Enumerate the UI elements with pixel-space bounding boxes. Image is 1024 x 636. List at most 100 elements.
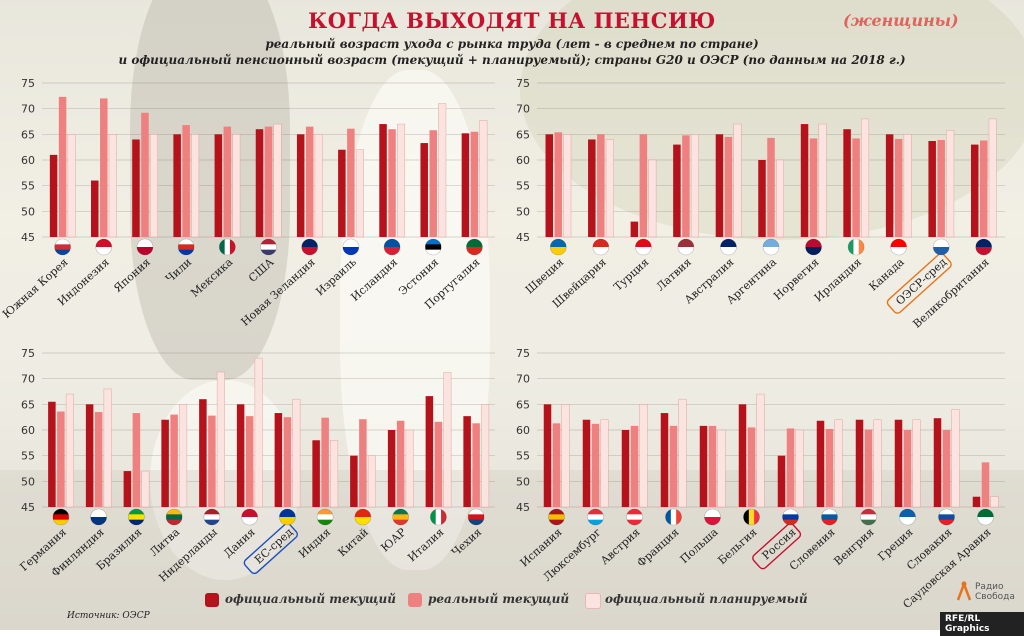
turkey-flag-stripe: [635, 239, 652, 248]
sweden-flag-stripe: [550, 247, 567, 255]
sweden-flag: [549, 238, 567, 256]
denmark-flag-border: [241, 508, 258, 526]
germany-flag-fill: [52, 509, 69, 525]
bar-official-current: [855, 419, 864, 507]
bar-official-planned: [861, 118, 870, 238]
netherlands-flag: [203, 508, 221, 526]
y-tick-label: 55: [21, 180, 35, 193]
bar-official-planned: [397, 123, 406, 238]
spain-flag-fill: [548, 509, 565, 525]
portugal-flag-stripe: [466, 247, 483, 255]
y-tick-label: 75: [516, 347, 530, 360]
denmark-flag: [241, 508, 258, 526]
source-note: Источник: ОЭСР: [67, 611, 150, 621]
hungary-flag-stripe: [860, 514, 877, 521]
bar-real-current: [747, 427, 756, 507]
germany-flag-stripe: [52, 514, 69, 521]
y-tick-label: 75: [21, 347, 35, 360]
new-zealand-flag-border: [301, 238, 318, 256]
indonesia-flag-fill: [95, 239, 112, 255]
bar-official-planned: [273, 123, 282, 238]
new-zealand-flag-fill: [301, 239, 318, 255]
australia-flag-stripe: [720, 239, 737, 248]
bar-official-planned: [191, 134, 200, 238]
czech-flag: [467, 508, 485, 526]
bar-official-planned: [648, 159, 657, 238]
legend-swatch-official-planned: [585, 593, 601, 609]
lithuania-flag-border: [165, 508, 183, 526]
bar-official-current: [274, 413, 283, 507]
usa-flag-stripe: [260, 249, 277, 255]
chile-flag-border: [177, 238, 195, 256]
category-label: Китай: [336, 526, 371, 560]
legend-label-official-current: официальный текущий: [225, 592, 396, 606]
slovenia-flag-stripe: [821, 509, 838, 515]
bar-official-current: [777, 455, 786, 507]
bar-real-current: [434, 421, 443, 507]
bar-official-current: [588, 139, 596, 237]
bar-official-planned: [479, 120, 488, 238]
italy-flag-stripe: [435, 509, 442, 525]
russia-flag: [782, 508, 799, 526]
china-flag-stripe: [354, 509, 371, 518]
austria-flag-stripe: [626, 509, 643, 515]
czech-flag-border: [467, 508, 485, 526]
bar-real-current: [347, 128, 355, 237]
netherlands-flag-border: [203, 508, 221, 526]
israel-flag-stripe: [342, 239, 359, 248]
luxembourg-flag: [587, 508, 604, 526]
oecd-emblem-stripe: [933, 239, 950, 248]
estonia-flag-stripe: [425, 239, 442, 245]
bar-real-current: [630, 425, 639, 507]
israel-flag-stripe: [342, 247, 359, 255]
bar-real-current: [639, 134, 648, 237]
argentina-flag-border: [762, 238, 780, 256]
poland-flag-stripe: [704, 509, 721, 518]
norway-flag-stripe: [805, 239, 822, 248]
greece-flag: [899, 508, 916, 526]
y-tick-label: 55: [516, 180, 530, 193]
portugal-flag-stripe: [466, 239, 483, 248]
highlight-box: [243, 523, 299, 575]
argentina-flag-fill: [763, 239, 779, 255]
austria-flag-stripe: [626, 519, 643, 525]
france-flag-stripe: [676, 509, 682, 525]
ireland-flag: [847, 238, 865, 256]
indonesia-flag-stripe: [95, 239, 112, 248]
y-tick-label: 75: [21, 77, 35, 90]
argentina-flag-stripe: [763, 247, 779, 255]
slovakia-flag-stripe: [938, 509, 955, 515]
subtitle-line-1: реальный возраст ухода с рынка труда (ле…: [265, 37, 759, 51]
lithuania-flag: [165, 508, 183, 526]
oecd-emblem-stripe: [933, 247, 950, 255]
ireland-flag-stripe: [858, 239, 865, 255]
saudi-arabia-flag-fill: [977, 509, 994, 525]
bar-real-current: [470, 131, 479, 237]
title-note: (женщины): [843, 11, 959, 30]
italy-flag: [430, 508, 447, 526]
bar-real-current: [359, 419, 367, 507]
israel-flag: [342, 238, 360, 256]
y-tick-label: 45: [516, 231, 530, 244]
bar-official-planned: [149, 134, 158, 238]
belgium-flag-stripe: [743, 509, 750, 525]
bar-real-current: [981, 462, 990, 507]
south-africa-flag-stripe: [392, 509, 409, 515]
y-tick-label: 70: [516, 373, 530, 386]
poland-flag: [704, 508, 721, 526]
bar-official-current: [816, 420, 825, 507]
slovakia-flag-stripe: [938, 514, 955, 521]
germany-flag-border: [52, 508, 70, 526]
uk-flag-border: [975, 238, 993, 256]
china-flag: [354, 508, 372, 526]
bar-official-planned: [756, 393, 765, 508]
y-tick-label: 75: [516, 77, 530, 90]
finland-flag-fill: [90, 509, 107, 525]
bar-official-planned: [818, 123, 827, 238]
chile-flag-stripe: [178, 249, 195, 255]
brazil-flag-fill: [128, 509, 145, 525]
eu-flag-fill: [279, 509, 296, 525]
category-label: Бельгия: [715, 526, 759, 568]
finland-flag-border: [90, 508, 107, 526]
